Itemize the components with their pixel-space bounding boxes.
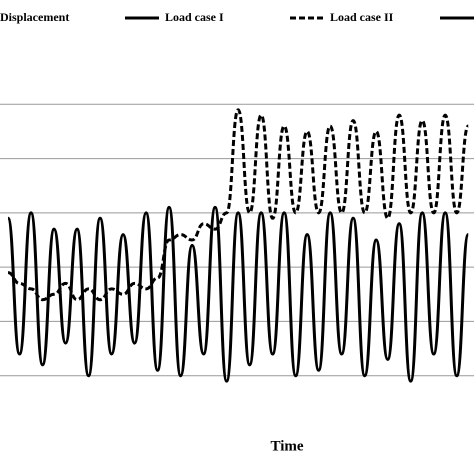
legend-label: Load case II [330,10,394,24]
legend-label: Load case I [165,10,224,24]
x-axis-label: Time [270,438,303,454]
legend-title: Displacement [0,10,69,24]
series-line [7,108,470,302]
series-line [6,205,470,383]
